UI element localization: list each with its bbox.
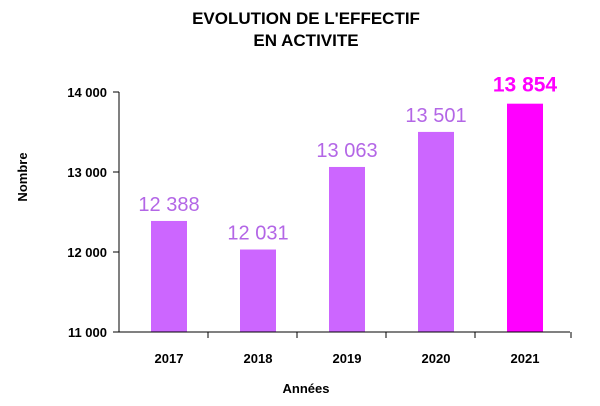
bar-2017 [151, 220, 187, 332]
data-labels: 12 388 12 031 13 063 13 501 13 854 [138, 74, 557, 245]
x-tick-label-2021: 2021 [511, 351, 540, 366]
bar-2019 [329, 166, 365, 332]
x-tick-label-2019: 2019 [333, 351, 362, 366]
bars [151, 103, 543, 333]
y-tick-label: 11 000 [68, 325, 107, 340]
x-axis-label: Années [283, 381, 330, 396]
bar-2021 [507, 103, 543, 333]
y-tick-label: 14 000 [67, 85, 107, 100]
data-label-2021: 13 854 [493, 74, 558, 97]
x-axis-ticks: 2017 2018 2019 2020 2021 [155, 332, 572, 366]
y-axis-label: Nombre [15, 152, 30, 201]
x-tick-label-2018: 2018 [244, 351, 273, 366]
data-label-2018: 12 031 [227, 223, 288, 245]
x-tick-label-2017: 2017 [155, 351, 184, 366]
chart-title-line-2: EN ACTIVITE [253, 31, 358, 50]
y-axis-ticks: 11 000 12 000 13 000 14 000 [67, 85, 119, 340]
chart-title-line-1: EVOLUTION DE L'EFFECTIF [192, 9, 420, 28]
data-label-2020: 13 501 [405, 105, 466, 127]
data-label-2017: 12 388 [138, 194, 199, 216]
x-tick-label-2020: 2020 [422, 351, 451, 366]
y-tick-label: 12 000 [67, 245, 107, 260]
y-tick-label: 13 000 [67, 165, 107, 180]
bar-2020 [418, 131, 454, 332]
bar-2018 [240, 249, 276, 332]
data-label-2019: 13 063 [316, 140, 377, 162]
